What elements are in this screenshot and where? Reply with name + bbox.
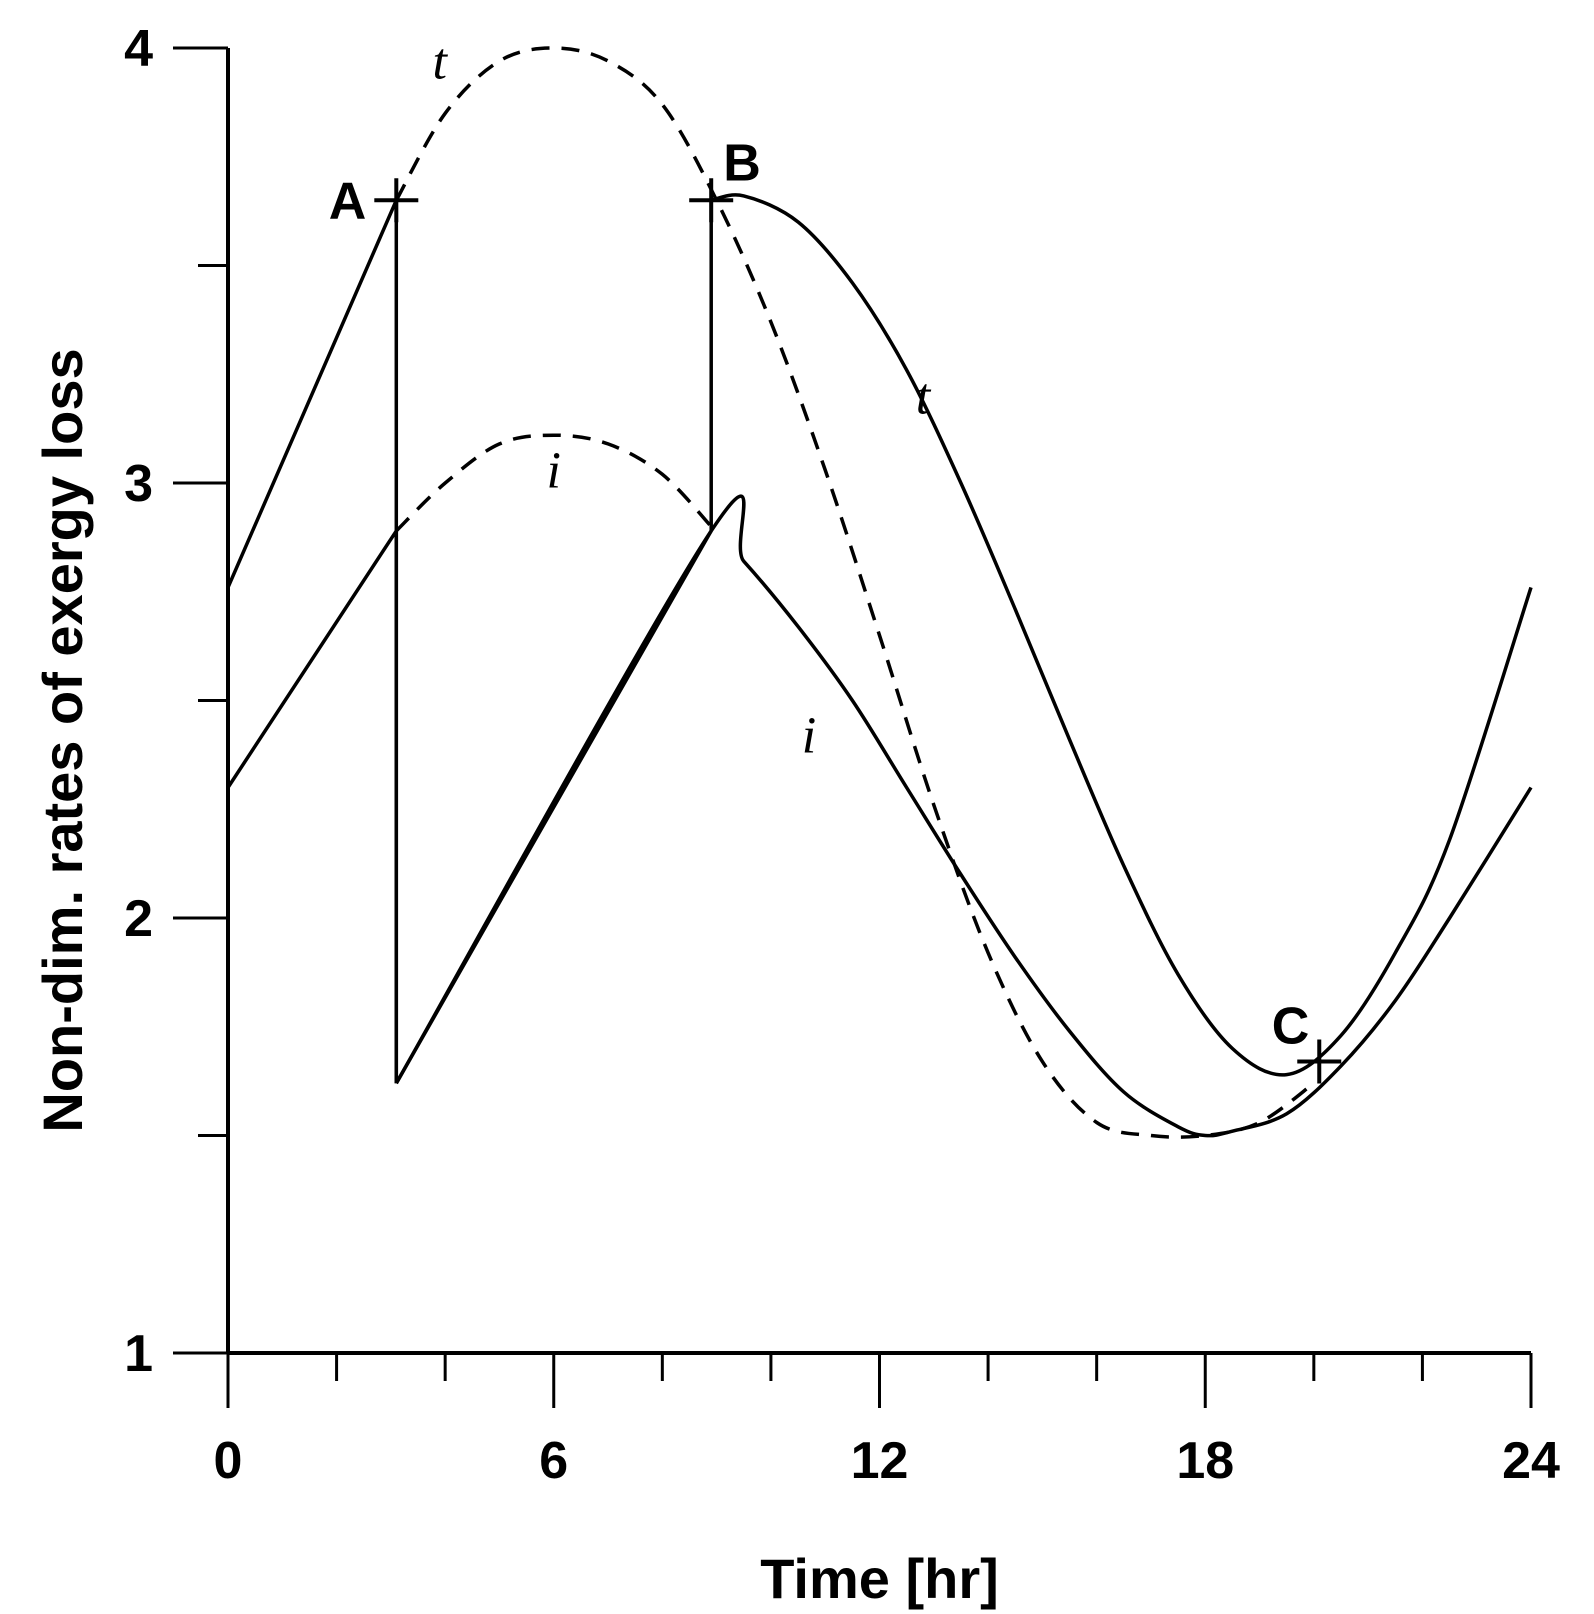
y-tick-label: 1 [124,1325,153,1383]
x-tick-label: 6 [539,1432,568,1490]
curve-label-t: t [433,33,449,90]
curve-label-i: i [802,708,816,765]
point-label-c: C [1272,998,1310,1056]
series-i-solid-line [226,494,1533,1138]
x-tick-label: 0 [214,1432,243,1490]
y-tick-label: 4 [124,20,153,78]
y-tick-label: 3 [124,455,153,513]
x-tick-label: 24 [1502,1432,1560,1490]
point-label-b: B [723,134,761,192]
labels: A B Ct i t i [329,33,1342,1084]
y-tick-label: 2 [124,890,153,948]
x-tick-label: 12 [851,1432,909,1490]
curve-label-i: i [547,442,561,499]
curves [226,46,1533,1139]
point-label-a: A [329,172,367,230]
y-axis-title: Non-dim. rates of exergy loss [31,348,94,1132]
series-i-dashed-line [395,433,713,533]
series-t-dashed-line [394,46,1315,1139]
x-tick-label: 18 [1176,1432,1234,1490]
x-axis-title: Time [hr] [760,1547,999,1610]
curve-label-t: t [916,368,932,425]
